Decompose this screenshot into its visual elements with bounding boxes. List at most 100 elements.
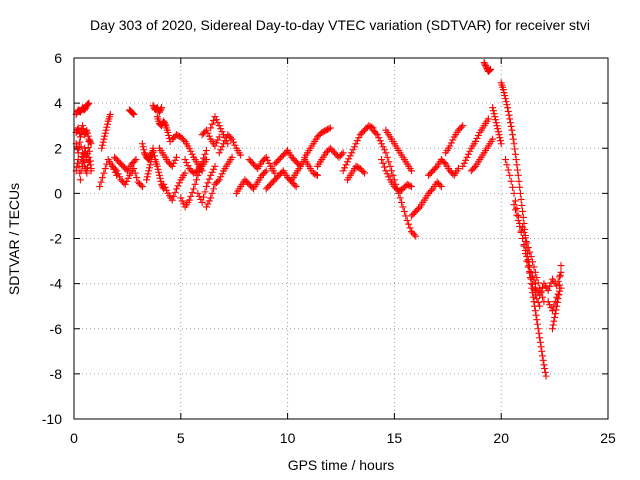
data-point <box>214 177 222 185</box>
data-points <box>72 59 565 380</box>
data-point <box>212 139 220 147</box>
data-point <box>513 211 521 219</box>
data-point <box>508 126 516 134</box>
data-point <box>459 162 467 170</box>
data-point <box>214 119 222 127</box>
data-point <box>170 159 178 167</box>
data-point <box>262 153 270 161</box>
data-point <box>427 186 435 194</box>
data-point <box>338 150 346 158</box>
data-point <box>202 147 210 155</box>
data-point <box>546 283 554 291</box>
data-point <box>557 262 565 270</box>
data-point <box>541 365 549 373</box>
data-point <box>191 180 199 188</box>
y-axis-label: SDTVAR / TECUs <box>6 183 22 295</box>
data-point <box>552 306 560 314</box>
data-point <box>144 170 152 178</box>
data-point <box>513 204 521 212</box>
data-point <box>161 183 169 191</box>
data-point <box>87 165 95 173</box>
data-point <box>534 279 542 287</box>
data-point <box>378 156 386 164</box>
data-point <box>155 168 163 176</box>
data-point <box>84 129 92 137</box>
data-point <box>86 161 94 169</box>
data-point <box>399 203 407 211</box>
data-point <box>491 113 499 121</box>
data-point <box>177 194 185 202</box>
data-point <box>509 131 517 139</box>
data-point <box>531 268 539 276</box>
y-tick-label: -2 <box>50 231 63 247</box>
data-point <box>504 107 512 115</box>
data-point <box>150 152 158 160</box>
data-point <box>129 110 137 118</box>
data-point <box>489 107 497 115</box>
data-point <box>86 157 94 165</box>
data-point <box>218 170 226 178</box>
data-point <box>510 189 518 197</box>
data-point <box>86 138 94 146</box>
data-point <box>548 325 556 333</box>
data-point <box>348 149 356 157</box>
data-point <box>74 159 82 167</box>
y-tick-label: -10 <box>42 411 62 427</box>
data-point <box>557 284 565 292</box>
data-point <box>473 134 481 142</box>
data-point <box>116 173 124 181</box>
data-point <box>514 166 522 174</box>
data-point <box>449 136 457 144</box>
data-point <box>532 311 540 319</box>
data-point <box>83 169 91 177</box>
data-point <box>79 122 87 130</box>
data-point <box>541 368 549 376</box>
data-point <box>181 169 189 177</box>
data-point <box>218 143 226 151</box>
data-point <box>185 144 193 152</box>
data-point <box>510 201 518 209</box>
data-point <box>385 173 393 181</box>
data-point <box>204 200 212 208</box>
data-point <box>143 176 151 184</box>
data-point <box>228 135 236 143</box>
y-tick-label: -4 <box>50 276 63 292</box>
data-point <box>208 189 216 197</box>
data-point <box>154 165 162 173</box>
data-point <box>502 98 510 106</box>
data-point <box>325 125 333 133</box>
data-point <box>138 183 146 191</box>
data-point <box>200 193 208 201</box>
data-point <box>217 125 225 133</box>
data-point <box>490 110 498 118</box>
data-point <box>217 146 225 154</box>
data-point <box>538 352 546 360</box>
data-point <box>132 156 140 164</box>
data-point <box>519 213 527 221</box>
data-point <box>185 196 193 204</box>
data-point <box>215 133 223 141</box>
data-point <box>198 158 206 166</box>
data-point <box>542 372 550 380</box>
data-point <box>432 164 440 172</box>
data-point <box>173 185 181 193</box>
data-point <box>553 298 561 306</box>
data-point <box>526 248 534 256</box>
data-point <box>160 180 168 188</box>
data-point <box>100 169 108 177</box>
data-point <box>98 174 106 182</box>
data-point <box>205 132 213 140</box>
data-point <box>470 164 478 172</box>
data-point <box>553 302 561 310</box>
data-point <box>86 137 94 145</box>
data-point <box>261 168 269 176</box>
data-point <box>188 150 196 158</box>
data-point <box>383 170 391 178</box>
y-tick-label: 0 <box>54 185 62 201</box>
data-point <box>540 361 548 369</box>
data-point <box>372 129 380 137</box>
data-point <box>157 105 165 113</box>
data-point <box>447 139 455 147</box>
data-point <box>210 185 218 193</box>
